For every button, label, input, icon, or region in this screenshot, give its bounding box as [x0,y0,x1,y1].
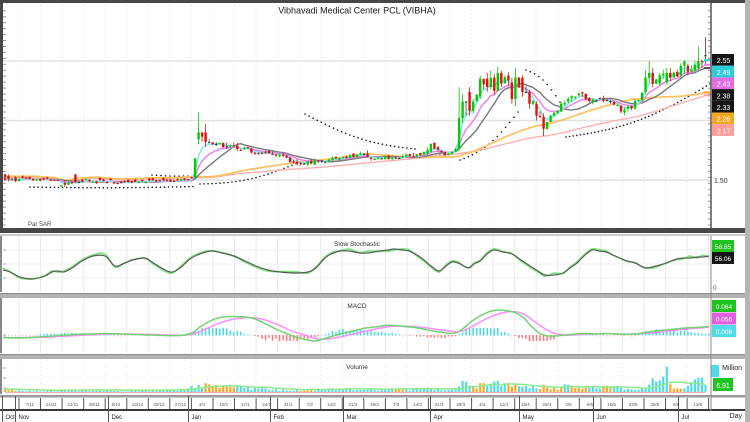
svg-text:2.38: 2.38 [717,93,731,100]
svg-text:Nov: Nov [19,415,30,421]
svg-text:14/11: 14/11 [46,402,57,407]
svg-text:Vibhavadi Medical Center PCL (: Vibhavadi Medical Center PCL (VIBHA) [278,6,436,16]
svg-text:Mar: Mar [347,415,357,421]
svg-text:23/5: 23/5 [629,402,638,407]
svg-text:Volume: Volume [346,364,368,371]
svg-text:0.064: 0.064 [716,304,733,311]
svg-text:21/3: 21/3 [435,402,444,407]
svg-text:56.06: 56.06 [715,256,732,263]
svg-text:Jun: Jun [597,415,607,421]
svg-text:2.43: 2.43 [717,82,731,89]
svg-text:2.17: 2.17 [717,128,731,135]
svg-text:21/2: 21/2 [349,402,358,407]
svg-text:6/12: 6/12 [112,402,121,407]
svg-text:Feb: Feb [274,415,285,421]
svg-text:13/12: 13/12 [132,402,144,407]
svg-text:28/11: 28/11 [89,402,100,407]
svg-text:13/6: 13/6 [693,402,702,407]
svg-text:Oct: Oct [6,415,16,421]
svg-text:9/5: 9/5 [587,402,594,407]
svg-text:30/5: 30/5 [650,402,659,407]
svg-text:Million: Million [722,365,742,372]
svg-text:Slow Stochastic: Slow Stochastic [334,241,381,248]
svg-text:7/2: 7/2 [307,402,314,407]
svg-text:11/4: 11/4 [500,402,509,407]
svg-text:Apr: Apr [434,415,443,421]
svg-text:6/6: 6/6 [673,402,680,407]
svg-text:2.33: 2.33 [717,105,731,112]
svg-text:6.91: 6.91 [716,383,730,390]
svg-text:0.056: 0.056 [716,317,733,324]
svg-text:20/12: 20/12 [153,402,165,407]
svg-text:2.55: 2.55 [717,58,731,65]
svg-text:7/11: 7/11 [25,402,34,407]
svg-text:27/12: 27/12 [175,402,187,407]
svg-text:4/4: 4/4 [479,402,486,407]
svg-text:14/2: 14/2 [327,402,336,407]
svg-text:0.008: 0.008 [716,329,733,336]
svg-text:17/1: 17/1 [241,402,250,407]
svg-text:May: May [523,415,534,421]
svg-text:MACD: MACD [347,303,366,310]
svg-text:2/5: 2/5 [565,402,572,407]
svg-text:7/3: 7/3 [393,402,400,407]
svg-text:18/4: 18/4 [521,402,530,407]
svg-text:Par SAR: Par SAR [28,222,52,228]
svg-text:21/11: 21/11 [67,402,78,407]
svg-text:28/3: 28/3 [456,402,465,407]
svg-text:2.49: 2.49 [717,70,731,77]
svg-text:Day: Day [730,413,743,420]
svg-text:2.26: 2.26 [717,117,731,124]
svg-text:Dec: Dec [112,415,123,421]
svg-text:0: 0 [713,285,717,292]
svg-text:14/3: 14/3 [413,402,422,407]
svg-text:10/1: 10/1 [219,402,228,407]
svg-text:3/1: 3/1 [199,402,206,407]
svg-text:Jul: Jul [682,415,690,421]
svg-text:Jan: Jan [192,415,202,421]
svg-text:31/1: 31/1 [284,402,293,407]
svg-text:25/4: 25/4 [543,402,552,407]
svg-text:28/2: 28/2 [370,402,379,407]
svg-text:1.50: 1.50 [714,178,728,185]
svg-text:16/5: 16/5 [607,402,616,407]
svg-text:56.85: 56.85 [715,244,732,251]
svg-text:24/1: 24/1 [262,402,271,407]
